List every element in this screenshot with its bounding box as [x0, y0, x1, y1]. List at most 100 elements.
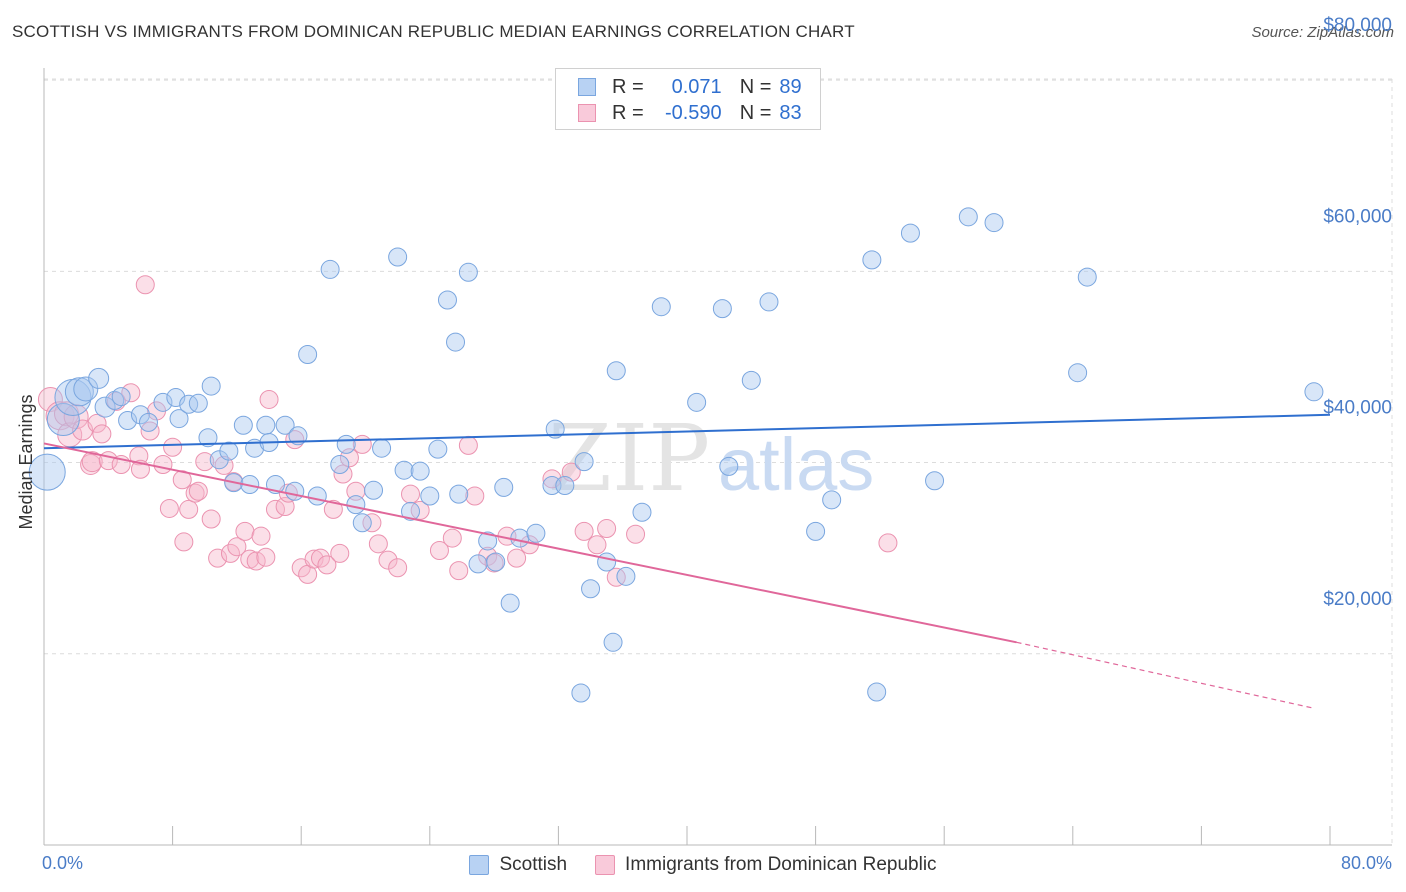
scottish-point[interactable] — [1068, 363, 1088, 383]
scottish-point[interactable] — [958, 207, 978, 227]
scottish-point[interactable] — [352, 513, 372, 533]
scottish-point[interactable] — [346, 495, 366, 515]
scottish-point[interactable] — [687, 392, 707, 412]
dominican-point[interactable] — [240, 549, 260, 569]
scottish-point[interactable] — [336, 434, 356, 454]
dominican-point[interactable] — [81, 451, 103, 473]
dominican-point[interactable] — [185, 483, 205, 503]
dominican-point[interactable] — [227, 537, 247, 557]
dominican-point[interactable] — [72, 419, 94, 441]
scottish-point[interactable] — [741, 370, 761, 390]
dominican-point[interactable] — [507, 548, 527, 568]
scottish-point[interactable] — [632, 502, 652, 522]
scottish-point[interactable] — [719, 456, 739, 476]
scottish-point[interactable] — [1304, 382, 1324, 402]
scottish-point[interactable] — [219, 441, 239, 461]
dominican-point[interactable] — [188, 481, 208, 501]
scottish-point[interactable] — [88, 367, 110, 389]
dominican-point[interactable] — [235, 521, 255, 541]
scottish-point[interactable] — [606, 361, 626, 381]
scottish-point[interactable] — [46, 403, 80, 437]
dominican-point[interactable] — [163, 437, 183, 457]
scottish-point[interactable] — [925, 471, 945, 491]
scottish-point[interactable] — [372, 438, 392, 458]
scottish-point[interactable] — [449, 484, 469, 504]
scottish-point[interactable] — [288, 426, 308, 446]
scottish-point[interactable] — [256, 415, 276, 435]
scottish-point[interactable] — [984, 213, 1004, 233]
scottish-point[interactable] — [307, 486, 327, 506]
dominican-point[interactable] — [587, 535, 607, 555]
scottish-point[interactable] — [651, 297, 671, 317]
scottish-point[interactable] — [428, 439, 448, 459]
dominican-point[interactable] — [174, 532, 194, 552]
dominican-point[interactable] — [606, 567, 626, 587]
scottish-point[interactable] — [510, 528, 530, 548]
scottish-point[interactable] — [437, 290, 457, 310]
scottish-point[interactable] — [494, 477, 514, 497]
scottish-point[interactable] — [900, 223, 920, 243]
dominican-point[interactable] — [362, 513, 382, 533]
dominican-point[interactable] — [352, 434, 372, 454]
dominican-point[interactable] — [135, 275, 155, 295]
dominican-point[interactable] — [597, 519, 617, 539]
dominican-point[interactable] — [256, 547, 276, 567]
scottish-point[interactable] — [545, 419, 565, 439]
dominican-point[interactable] — [285, 430, 305, 450]
dominican-point[interactable] — [246, 551, 266, 571]
dominican-point[interactable] — [259, 389, 279, 409]
dominican-point[interactable] — [153, 454, 173, 474]
scottish-point[interactable] — [28, 453, 66, 491]
scottish-point[interactable] — [862, 250, 882, 270]
scottish-point[interactable] — [298, 345, 318, 365]
dominican-point[interactable] — [368, 534, 388, 554]
legend-item-scottish[interactable]: Scottish — [469, 854, 567, 876]
scottish-point[interactable] — [500, 593, 520, 613]
dominican-point[interactable] — [378, 550, 398, 570]
scottish-point[interactable] — [275, 415, 295, 435]
scottish-point[interactable] — [486, 552, 506, 572]
dominican-point[interactable] — [449, 561, 469, 581]
legend-item-dominican[interactable]: Immigrants from Dominican Republic — [595, 854, 937, 876]
scottish-point[interactable] — [130, 405, 150, 425]
scottish-point[interactable] — [822, 490, 842, 510]
scottish-point[interactable] — [581, 579, 601, 599]
scottish-point[interactable] — [364, 480, 384, 500]
scottish-point[interactable] — [526, 523, 546, 543]
scottish-point[interactable] — [574, 452, 594, 472]
dominican-point[interactable] — [208, 548, 228, 568]
dominican-point[interactable] — [87, 413, 107, 433]
scottish-point[interactable] — [759, 292, 779, 312]
dominican-point[interactable] — [195, 452, 215, 472]
scottish-point[interactable] — [401, 501, 421, 521]
scottish-point[interactable] — [94, 396, 116, 418]
scottish-point[interactable] — [388, 247, 408, 267]
scottish-point[interactable] — [712, 299, 732, 319]
scottish-point[interactable] — [153, 392, 173, 412]
dominican-point[interactable] — [878, 533, 898, 553]
dominican-point[interactable] — [201, 509, 221, 529]
scottish-point[interactable] — [867, 682, 887, 702]
dominican-point[interactable] — [92, 424, 112, 444]
scottish-point[interactable] — [458, 262, 478, 282]
dominican-point[interactable] — [323, 499, 343, 519]
dominican-point[interactable] — [179, 499, 199, 519]
scottish-point[interactable] — [478, 531, 498, 551]
dominican-point[interactable] — [574, 521, 594, 541]
scottish-point[interactable] — [201, 376, 221, 396]
scottish-point[interactable] — [233, 415, 253, 435]
scottish-point[interactable] — [446, 332, 466, 352]
scottish-point[interactable] — [555, 476, 575, 496]
dominican-point[interactable] — [121, 383, 141, 403]
scottish-point[interactable] — [394, 460, 414, 480]
dominican-point[interactable] — [429, 541, 449, 561]
scottish-point[interactable] — [603, 632, 623, 652]
scottish-point[interactable] — [410, 461, 430, 481]
scottish-point[interactable] — [420, 486, 440, 506]
dominican-point[interactable] — [442, 528, 462, 548]
dominican-point[interactable] — [304, 549, 324, 569]
scottish-point[interactable] — [111, 387, 131, 407]
scottish-point[interactable] — [1077, 267, 1097, 287]
dominican-point[interactable] — [317, 555, 337, 575]
dominican-point[interactable] — [251, 526, 271, 546]
